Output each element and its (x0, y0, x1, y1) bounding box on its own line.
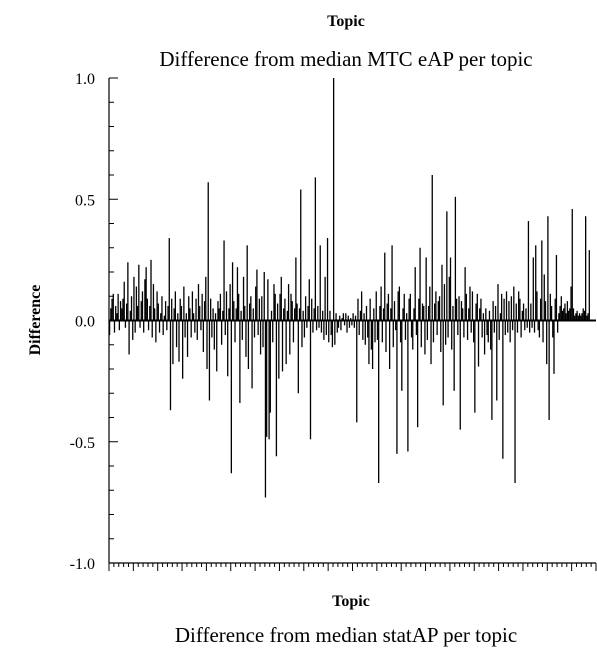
plot-area: -1.0 -0.5 0.0 0.5 1.0 (70, 71, 597, 573)
y-tick-label: 1.0 (75, 71, 95, 88)
y-axis-label: Difference (27, 285, 44, 356)
y-tick-label: -0.5 (70, 435, 95, 452)
y-tick-label: 0.0 (75, 314, 95, 331)
chart-title-top: Difference from median MTC eAP per topic (159, 47, 532, 71)
top-axis-label: Topic (327, 13, 365, 30)
y-tick-label: -1.0 (70, 556, 95, 573)
y-tick-label: 0.5 (75, 192, 95, 209)
chart-title-bottom: Difference from median statAP per topic (175, 623, 517, 647)
x-axis-label: Topic (332, 593, 370, 610)
